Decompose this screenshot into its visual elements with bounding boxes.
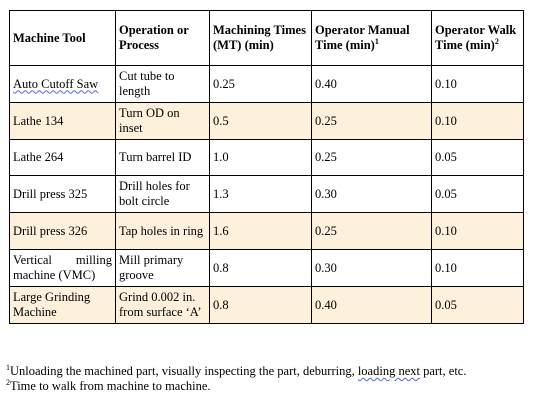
- cell-operation: Mill primary groove: [115, 249, 210, 287]
- cell-machine: Large Grinding Machine: [9, 286, 116, 324]
- header-operator-walk-time: Operator Walk Time (min)2: [431, 10, 524, 66]
- cell-machining-time: 0.25: [209, 65, 312, 103]
- cell-machine: Vertical milling machine (VMC): [9, 249, 116, 287]
- header-machine-tool: Machine Tool: [9, 10, 116, 66]
- footnotes: 1Unloading the machined part, visually i…: [6, 362, 467, 394]
- cell-manual-time: 0.25: [311, 212, 432, 250]
- cell-walk-time: 0.10: [431, 102, 524, 140]
- footnote-1: 1Unloading the machined part, visually i…: [6, 362, 467, 378]
- cell-machining-time: 1.6: [209, 212, 312, 250]
- header-operator-manual-time: Operator Manual Time (min)1: [311, 10, 432, 66]
- cell-operation: Cut tube to length: [115, 65, 210, 103]
- cell-machine: Auto Cutoff Saw: [9, 65, 116, 103]
- header-row: Machine Tool Operation or Process Machin…: [9, 10, 524, 66]
- cell-machine: Lathe 134: [9, 102, 116, 140]
- cell-operation: Grind 0.002 in. from surface ‘A’: [115, 286, 210, 324]
- cell-manual-time: 0.40: [311, 65, 432, 103]
- table-row: Large Grinding Machine Grind 0.002 in. f…: [9, 286, 524, 324]
- cell-machining-time: 0.5: [209, 102, 312, 140]
- cell-operation: Turn barrel ID: [115, 139, 210, 176]
- cell-manual-time: 0.25: [311, 139, 432, 176]
- cell-manual-time: 0.30: [311, 175, 432, 213]
- cell-machine: Drill press 326: [9, 212, 116, 250]
- cell-machine: Drill press 325: [9, 175, 116, 213]
- cell-operation: Tap holes in ring: [115, 212, 210, 250]
- cell-operation: Drill holes for bolt circle: [115, 175, 210, 213]
- cell-walk-time: 0.10: [431, 249, 524, 287]
- header-operation: Operation or Process: [115, 10, 210, 66]
- header-machining-times: Machining Times (MT) (min): [209, 10, 312, 66]
- cell-walk-time: 0.05: [431, 175, 524, 213]
- machine-times-table: Machine Tool Operation or Process Machin…: [9, 10, 524, 324]
- cell-machining-time: 1.3: [209, 175, 312, 213]
- table-row: Lathe 264 Turn barrel ID 1.0 0.25 0.05: [9, 139, 524, 176]
- cell-machining-time: 0.8: [209, 286, 312, 324]
- cell-walk-time: 0.05: [431, 286, 524, 324]
- cell-walk-time: 0.10: [431, 65, 524, 103]
- cell-machine: Lathe 264: [9, 139, 116, 176]
- table-row: Drill press 325 Drill holes for bolt cir…: [9, 175, 524, 213]
- cell-walk-time: 0.10: [431, 212, 524, 250]
- cell-walk-time: 0.05: [431, 139, 524, 176]
- cell-manual-time: 0.30: [311, 249, 432, 287]
- table-row: Drill press 326 Tap holes in ring 1.6 0.…: [9, 212, 524, 250]
- cell-machining-time: 1.0: [209, 139, 312, 176]
- table-row: Vertical milling machine (VMC) Mill prima…: [9, 249, 524, 287]
- cell-manual-time: 0.40: [311, 286, 432, 324]
- footnote-2: 2Time to walk from machine to machine.: [6, 377, 211, 393]
- cell-machining-time: 0.8: [209, 249, 312, 287]
- table-row: Lathe 134 Turn OD on inset 0.5 0.25 0.10: [9, 102, 524, 140]
- table-row: Auto Cutoff Saw Cut tube to length 0.25 …: [9, 65, 524, 103]
- cell-manual-time: 0.25: [311, 102, 432, 140]
- cell-operation: Turn OD on inset: [115, 102, 210, 140]
